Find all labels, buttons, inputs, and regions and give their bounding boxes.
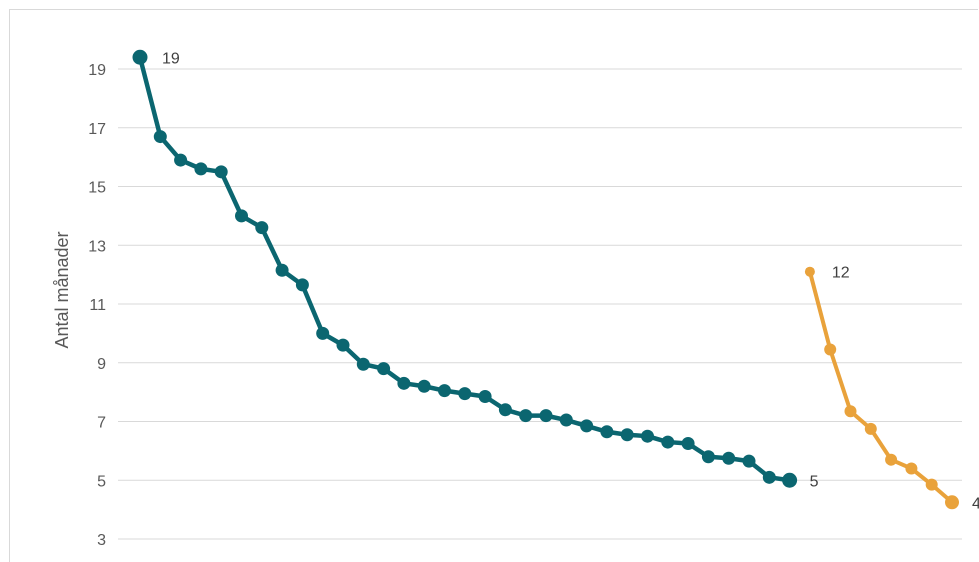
data-point: [925, 478, 938, 491]
data-label-last: 4: [972, 495, 979, 512]
y-tick-label: 13: [88, 238, 106, 255]
y-tick-label: 19: [88, 62, 106, 79]
y-tick-label: 17: [88, 121, 106, 138]
y-tick-label: 11: [89, 297, 106, 314]
series-1: [132, 49, 798, 488]
series-2: [804, 266, 959, 510]
data-point: [722, 451, 736, 465]
data-label-first: 12: [832, 265, 850, 282]
chart-frame: [9, 9, 978, 562]
data-point: [742, 454, 756, 468]
data-point: [275, 263, 289, 277]
data-point: [681, 437, 695, 451]
data-point: [824, 343, 837, 356]
data-point: [356, 357, 370, 371]
y-axis-title: Antal månader: [52, 231, 72, 348]
y-tick-label: 3: [97, 532, 106, 549]
data-labels: 19 5 12 4: [162, 50, 979, 512]
y-tick-label: 7: [97, 415, 106, 432]
data-point: [295, 278, 309, 292]
data-point: [397, 376, 411, 390]
data-point: [194, 162, 208, 176]
data-point: [762, 470, 776, 484]
data-point: [153, 130, 167, 144]
y-tick-label: 15: [88, 180, 106, 197]
data-point: [498, 403, 512, 417]
data-label-first: 19: [162, 50, 180, 67]
data-point: [701, 450, 715, 464]
series-line: [807, 271, 954, 504]
data-point: [905, 462, 918, 475]
y-tick-label: 5: [97, 473, 106, 490]
y-tick-label: 9: [97, 356, 106, 373]
gridlines: [118, 68, 962, 540]
data-point: [316, 326, 330, 340]
data-point: [458, 387, 472, 401]
data-point: [945, 495, 959, 510]
data-point: [580, 419, 594, 433]
data-point: [255, 221, 269, 235]
data-point: [438, 384, 451, 398]
data-point: [782, 472, 798, 488]
data-point: [377, 362, 391, 376]
data-point: [478, 390, 492, 404]
data-point: [132, 49, 148, 65]
data-point: [539, 409, 553, 423]
data-point: [336, 338, 350, 352]
data-point: [864, 422, 877, 435]
data-point: [519, 409, 533, 423]
data-point: [214, 165, 228, 179]
data-point: [600, 425, 614, 439]
data-label-last: 5: [810, 473, 819, 490]
data-point: [844, 405, 857, 418]
data-point: [641, 429, 654, 443]
data-point: [235, 209, 248, 223]
data-point: [620, 428, 634, 442]
data-point: [174, 153, 188, 167]
data-point: [417, 379, 431, 393]
data-point: [661, 435, 675, 449]
y-axis-ticks: 3 5 7 9 11 13 15 17 19: [88, 62, 106, 549]
series-line: [137, 56, 790, 483]
series-layer: [132, 49, 959, 510]
data-point: [559, 413, 573, 427]
data-point: [804, 266, 815, 277]
data-point: [885, 453, 898, 466]
